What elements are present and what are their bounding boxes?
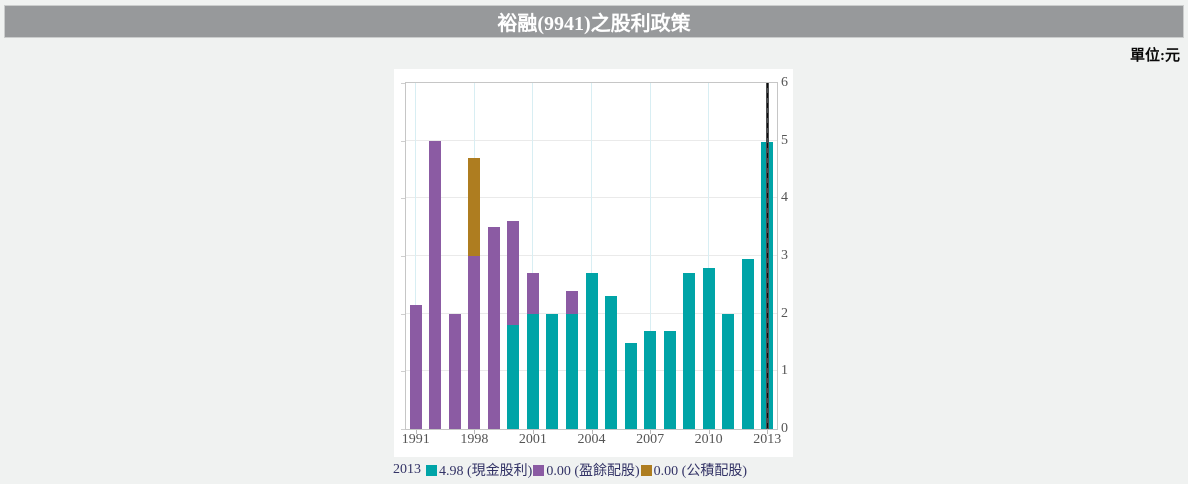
x-axis-tick	[650, 430, 652, 434]
bar-segment-現金股利[interactable]	[605, 296, 618, 429]
bar-segment-盈餘配股[interactable]	[487, 227, 500, 429]
plot-area	[405, 82, 778, 430]
x-axis-tick	[532, 430, 534, 434]
x-axis-label: 2001	[518, 432, 547, 447]
bar-segment-盈餘配股[interactable]	[507, 221, 520, 326]
y-axis-tick	[401, 256, 405, 257]
highlight-cursor-line	[765, 83, 769, 429]
y-axis-tick	[401, 429, 405, 430]
bar-column-12[interactable]	[644, 83, 657, 429]
bar-column-1[interactable]	[429, 83, 442, 429]
bar-column-3[interactable]	[468, 83, 481, 429]
x-axis-label: 2004	[577, 432, 606, 447]
bar-column-15[interactable]	[702, 83, 715, 429]
bar-segment-盈餘配股[interactable]	[526, 273, 539, 314]
header-bar: 裕融(9941)之股利政策	[4, 5, 1184, 38]
v-gridline	[708, 83, 710, 429]
y-axis-label: 2	[781, 305, 788, 321]
bar-segment-盈餘配股[interactable]	[409, 305, 422, 429]
bar-column-5[interactable]	[507, 83, 520, 429]
bar-column-4[interactable]	[487, 83, 500, 429]
bar-segment-現金股利[interactable]	[526, 313, 539, 429]
page-title: 裕融(9941)之股利政策	[497, 13, 691, 35]
legend-item-text: 0.00 (公積配股)	[653, 464, 747, 479]
y-axis-label: 5	[781, 132, 788, 148]
bar-column-14[interactable]	[683, 83, 696, 429]
bar-segment-公積配股[interactable]	[468, 157, 481, 256]
bar-column-6[interactable]	[526, 83, 539, 429]
v-gridline	[415, 83, 417, 429]
y-axis-tick	[401, 313, 405, 315]
y-axis-label: 3	[781, 248, 788, 263]
v-gridline	[649, 83, 651, 429]
bar-segment-盈餘配股[interactable]	[429, 140, 442, 429]
legend-swatch	[533, 464, 545, 476]
bar-segment-盈餘配股[interactable]	[468, 256, 481, 429]
bar-column-7[interactable]	[546, 83, 559, 429]
unit-label: 單位:元	[1130, 48, 1180, 64]
y-axis-tick	[401, 140, 405, 142]
legend-item-text: 4.98 (現金股利)	[439, 464, 533, 479]
x-axis-label: 2010	[694, 432, 723, 447]
bar-column-8[interactable]	[565, 83, 578, 429]
bar-segment-現金股利[interactable]	[546, 313, 559, 429]
bar-segment-現金股利[interactable]	[507, 325, 520, 429]
bar-segment-現金股利[interactable]	[663, 330, 676, 429]
y-axis-label: 4	[781, 190, 788, 206]
legend-swatch	[640, 464, 652, 476]
y-axis-label: 1	[781, 363, 788, 379]
bar-column-11[interactable]	[624, 83, 637, 429]
bar-column-0[interactable]	[409, 83, 422, 429]
bar-column-16[interactable]	[722, 83, 735, 429]
y-axis-label: 0	[781, 421, 788, 436]
bar-segment-現金股利[interactable]	[741, 258, 754, 429]
v-gridline	[591, 83, 592, 429]
bar-segment-盈餘配股[interactable]	[565, 290, 578, 314]
x-axis-tick	[415, 430, 417, 434]
bar-segment-現金股利[interactable]	[683, 273, 696, 429]
x-axis-label: 1991	[401, 432, 430, 447]
x-axis-label: 1998	[460, 432, 489, 447]
bar-column-10[interactable]	[605, 83, 618, 429]
bar-column-9[interactable]	[585, 83, 598, 429]
x-axis-label: 2013	[753, 432, 782, 447]
bar-segment-現金股利[interactable]	[624, 342, 637, 429]
bar-segment-現金股利[interactable]	[565, 313, 578, 429]
bar-column-2[interactable]	[448, 83, 461, 429]
x-axis-tick	[767, 430, 769, 434]
v-gridline	[532, 83, 534, 429]
x-axis-label: 2007	[636, 432, 665, 447]
bar-segment-現金股利[interactable]	[702, 267, 715, 429]
x-axis-tick	[708, 430, 710, 434]
bar-column-13[interactable]	[663, 83, 676, 429]
bar-column-17[interactable]	[741, 83, 754, 429]
cursor-dash	[766, 83, 768, 429]
y-axis-tick	[401, 83, 405, 84]
bar-segment-現金股利[interactable]	[722, 313, 735, 429]
bar-segment-盈餘配股[interactable]	[448, 313, 461, 429]
bar-segment-現金股利[interactable]	[585, 273, 598, 429]
chart-card: 1991 1998 2001 2004 2007 2010 2013 0 1 2 3 4 5 6	[394, 69, 793, 457]
legend-item-text: 0.00 (盈餘配股)	[546, 464, 640, 479]
bar-segment-現金股利[interactable]	[644, 330, 657, 429]
legend-swatch	[426, 464, 437, 476]
y-axis-tick	[401, 371, 405, 373]
y-axis-label: 6	[781, 75, 788, 90]
legend-year: 2013	[393, 462, 421, 477]
y-axis-tick	[401, 198, 405, 200]
x-axis-tick	[591, 430, 593, 434]
legend: 2013 4.98 (現金股利) 0.00 (盈餘配股) 0.00 (公積配股)	[393, 460, 747, 480]
x-axis-tick	[474, 430, 476, 434]
